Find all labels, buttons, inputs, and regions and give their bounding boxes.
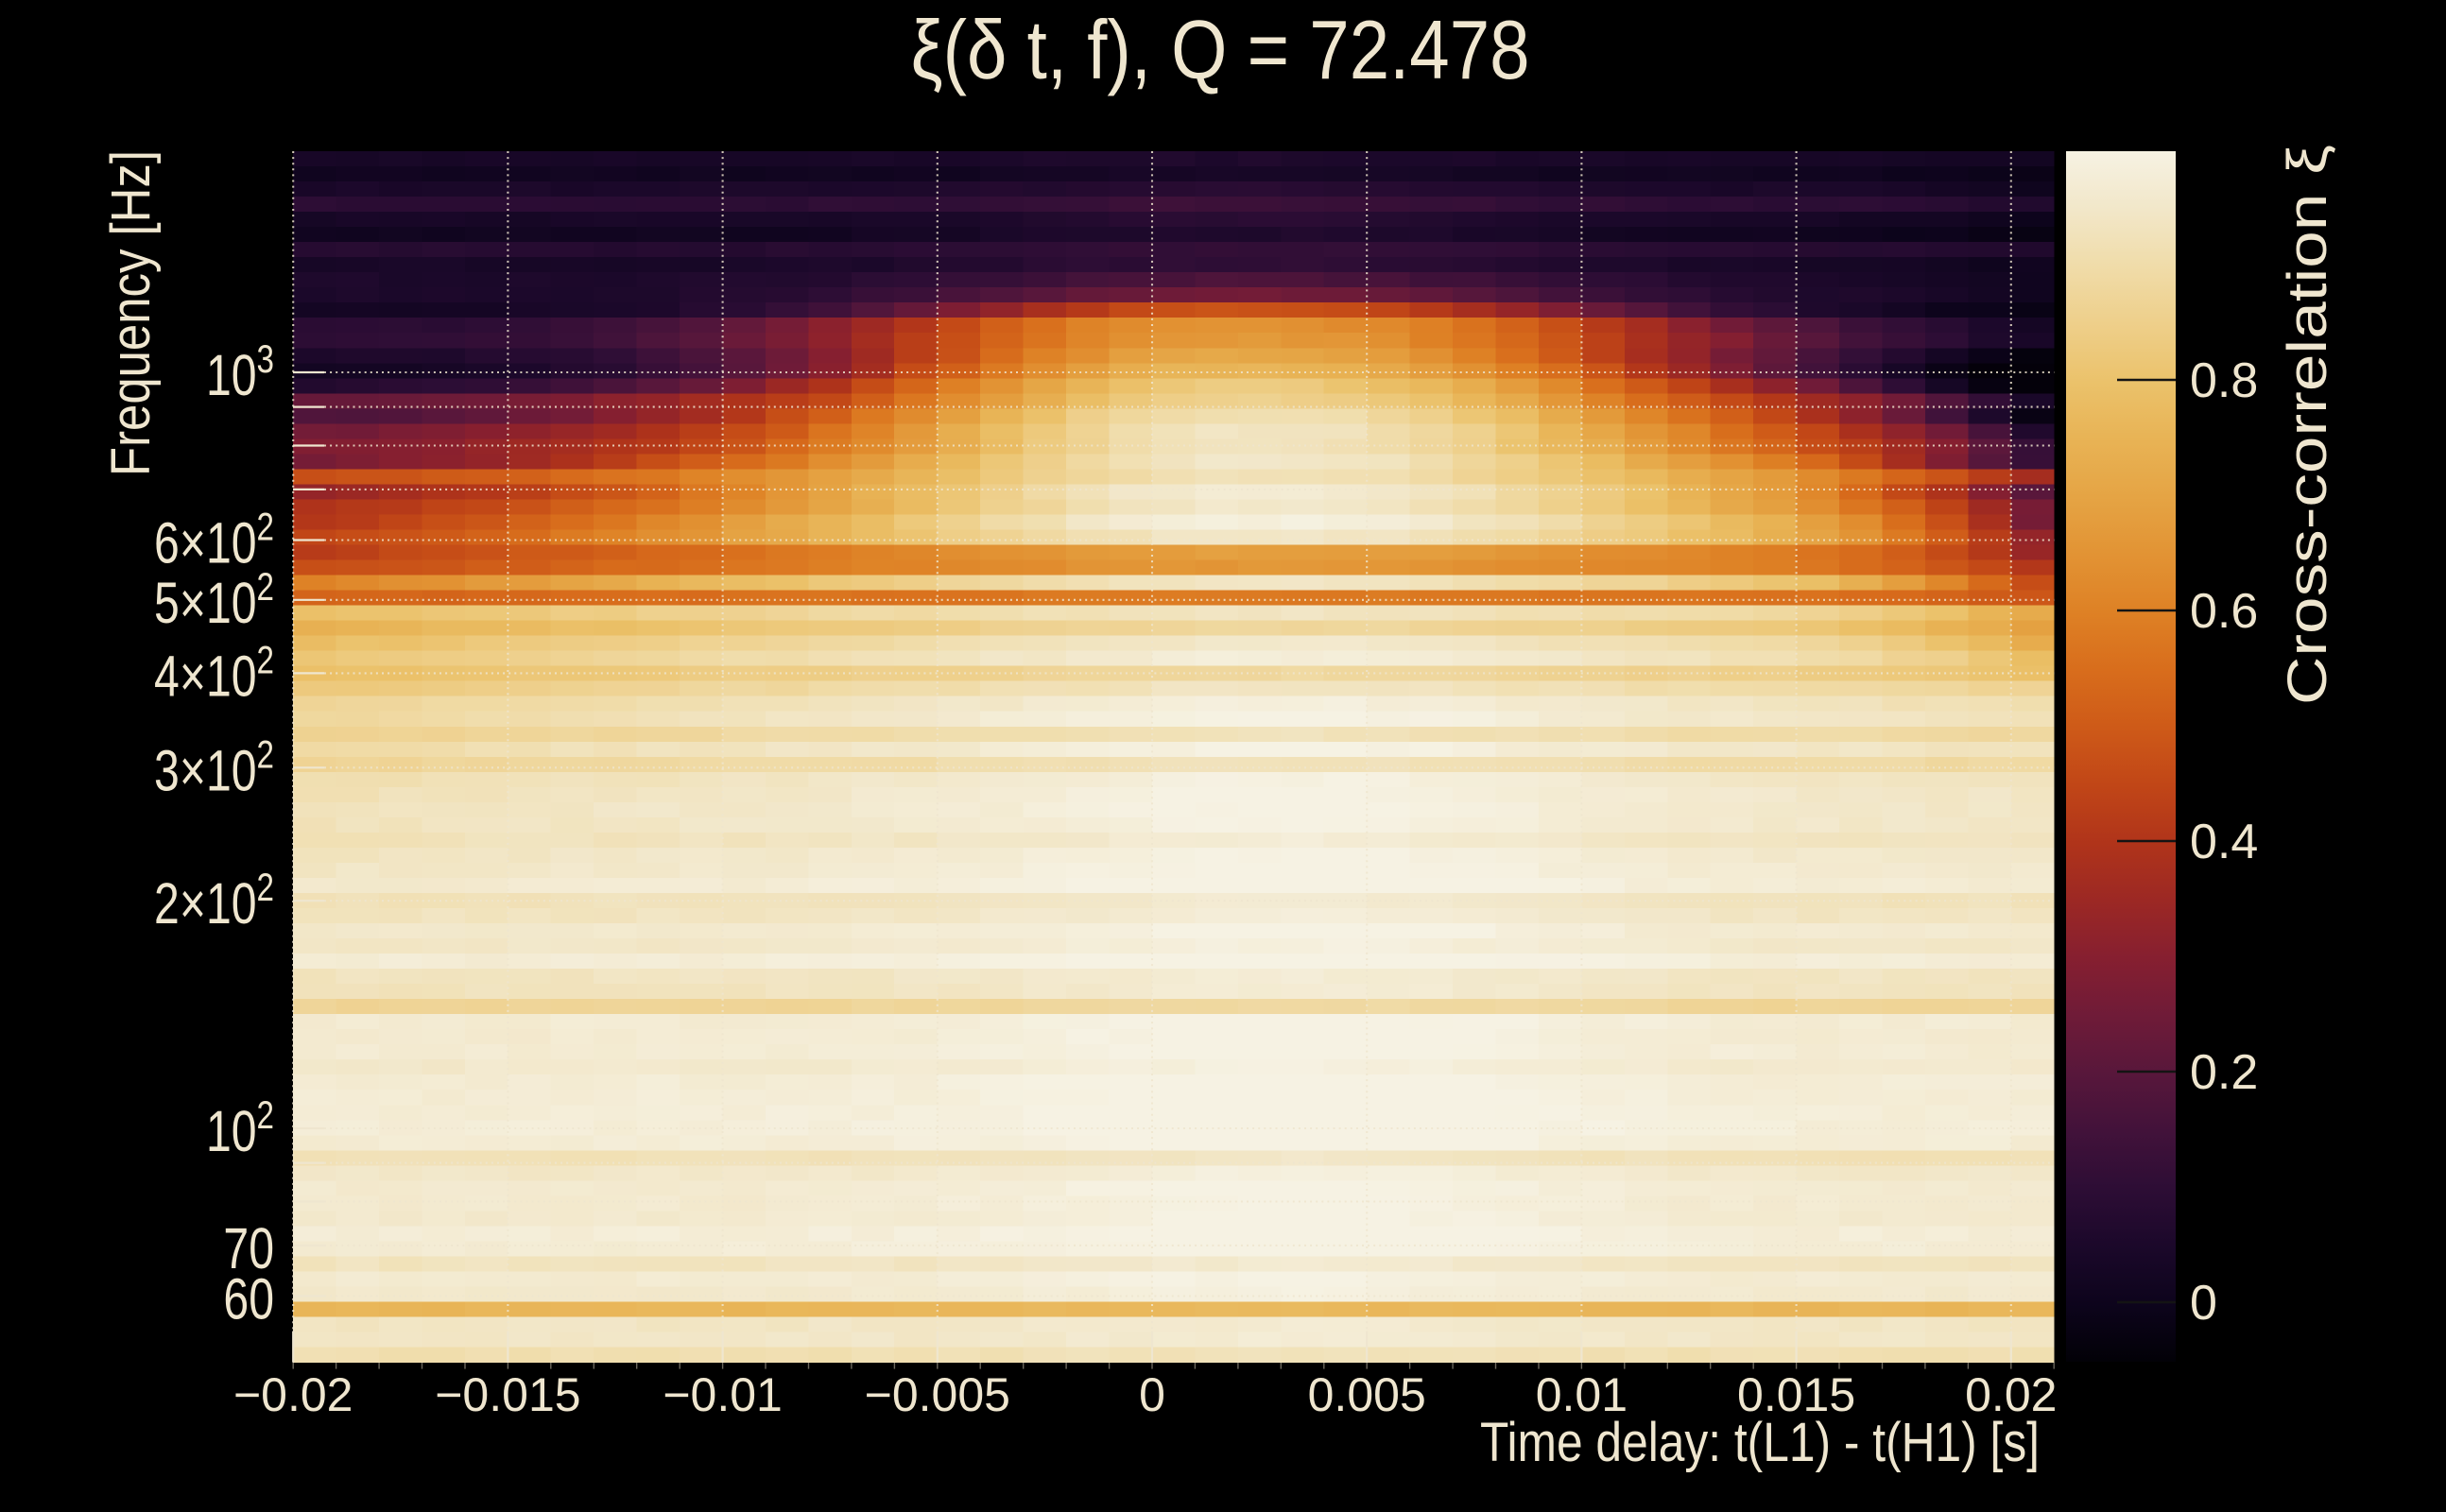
svg-text:ξ(δ t, f), Q = 72.478: ξ(δ t, f), Q = 72.478 [911,3,1530,96]
svg-text:70: 70 [223,1215,274,1280]
svg-text:Frequency [Hz]: Frequency [Hz] [100,150,162,476]
svg-text:0.2: 0.2 [2190,1045,2258,1100]
svg-text:5×102: 5×102 [154,565,274,635]
svg-text:0.4: 0.4 [2190,815,2258,869]
svg-text:−0.01: −0.01 [663,1368,783,1421]
svg-text:0.005: 0.005 [1308,1368,1426,1421]
svg-text:0.6: 0.6 [2190,584,2258,639]
svg-text:2×102: 2×102 [154,867,274,936]
svg-text:0: 0 [1139,1368,1165,1421]
svg-text:Cross-correlation ξ: Cross-correlation ξ [2277,145,2338,705]
svg-text:3×102: 3×102 [154,733,274,803]
svg-text:−0.015: −0.015 [435,1368,580,1421]
svg-text:0.015: 0.015 [1737,1368,1855,1421]
svg-text:0: 0 [2190,1276,2217,1331]
svg-text:−0.02: −0.02 [233,1368,353,1421]
svg-text:−0.005: −0.005 [865,1368,1010,1421]
svg-text:0.02: 0.02 [1965,1368,2057,1421]
svg-text:0.8: 0.8 [2190,353,2258,408]
svg-text:Time delay: t(L1) - t(H1) [s]: Time delay: t(L1) - t(H1) [s] [1480,1412,2040,1473]
svg-text:102: 102 [206,1093,274,1163]
svg-text:6×102: 6×102 [154,506,274,576]
svg-text:4×102: 4×102 [154,639,274,709]
svg-text:0.01: 0.01 [1536,1368,1628,1421]
svg-text:60: 60 [223,1266,274,1332]
